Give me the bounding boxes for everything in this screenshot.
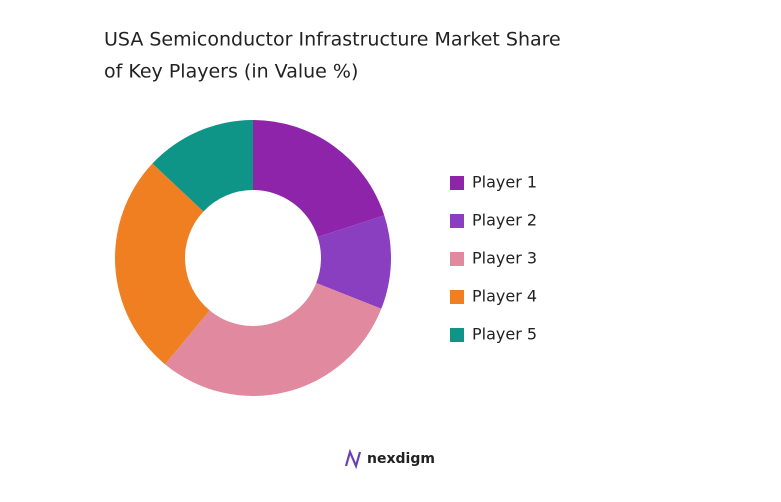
legend-swatch <box>450 214 464 228</box>
donut-slice <box>253 120 385 237</box>
legend-swatch <box>450 176 464 190</box>
donut-slice <box>152 120 253 212</box>
chart-title-line: USA Semiconductor Infrastructure Market … <box>104 29 561 51</box>
brand-name: nexdigm <box>367 451 435 467</box>
legend-label: Player 2 <box>472 211 537 230</box>
legend-label: Player 3 <box>472 249 537 268</box>
legend-swatch <box>450 252 464 266</box>
legend-swatch <box>450 328 464 342</box>
donut-slice <box>316 215 391 309</box>
logo-mark <box>344 448 362 470</box>
legend-label: Player 4 <box>472 287 537 306</box>
legend-swatch <box>450 290 464 304</box>
chart-title-line: of Key Players (in Value %) <box>104 61 358 83</box>
legend-label: Player 5 <box>472 325 537 344</box>
donut-slice <box>115 163 210 365</box>
legend-label: Player 1 <box>472 173 537 192</box>
donut-slice <box>165 283 382 397</box>
brand-logo: nexdigm <box>344 448 435 470</box>
